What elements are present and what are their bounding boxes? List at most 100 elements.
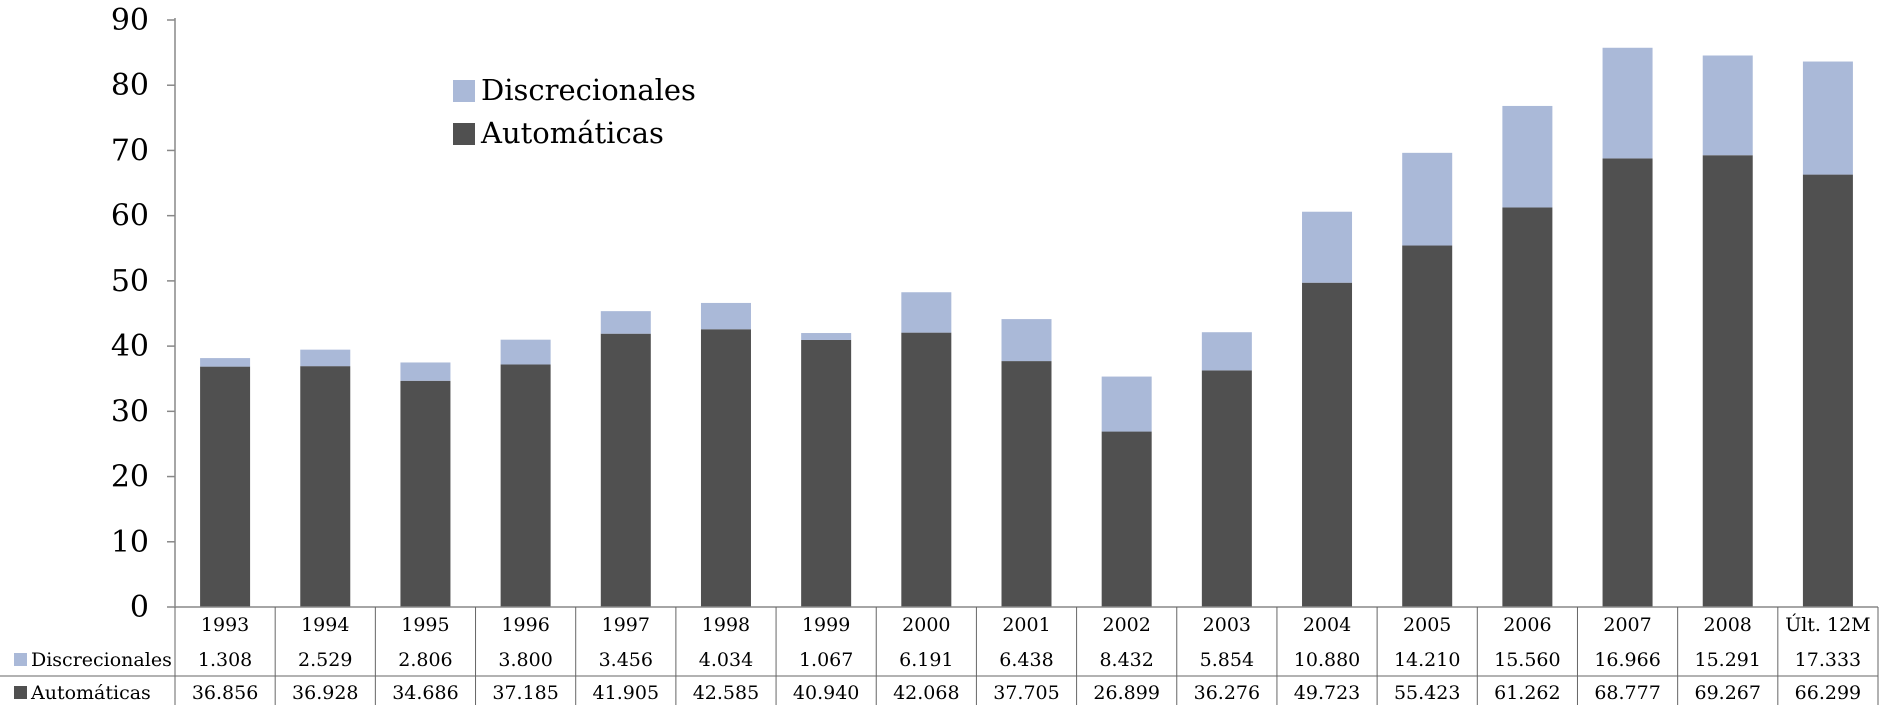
legend-label: Discrecionales <box>481 73 696 107</box>
x-tick-label: 2005 <box>1403 614 1451 636</box>
bar-discrecionales <box>400 362 451 381</box>
bar-automaticas <box>1802 174 1853 607</box>
y-tick-label: 40 <box>111 329 149 364</box>
bar-automaticas <box>400 380 451 607</box>
bar-discrecionales <box>1502 105 1553 208</box>
cell-automaticas: 41.905 <box>593 682 659 704</box>
cell-discrecionales: 8.432 <box>1099 649 1153 671</box>
bar-discrecionales <box>1802 61 1853 175</box>
cell-automaticas: 34.686 <box>392 682 458 704</box>
cell-automaticas: 40.940 <box>793 682 859 704</box>
cell-automaticas: 68.777 <box>1594 682 1660 704</box>
bar-discrecionales <box>300 349 351 367</box>
bar-discrecionales <box>1302 211 1353 283</box>
legend-label: Automáticas <box>480 116 664 150</box>
x-tick-label: 1993 <box>201 614 249 636</box>
bar-automaticas <box>500 364 551 607</box>
cell-discrecionales: 4.034 <box>699 649 753 671</box>
bar-automaticas <box>1101 431 1152 607</box>
bar-automaticas <box>1001 361 1052 607</box>
cell-automaticas: 55.423 <box>1394 682 1460 704</box>
cell-automaticas: 49.723 <box>1294 682 1360 704</box>
bar-discrecionales <box>700 302 751 330</box>
cell-discrecionales: 16.966 <box>1594 649 1660 671</box>
x-tick-label: 1998 <box>702 614 750 636</box>
x-tick-label: 1994 <box>301 614 349 636</box>
bar-discrecionales <box>600 311 651 334</box>
y-tick-label: 70 <box>111 133 149 168</box>
bar-automaticas <box>1302 282 1353 607</box>
x-tick-label: 1999 <box>802 614 850 636</box>
x-tick-label: 2008 <box>1704 614 1752 636</box>
bar-automaticas <box>801 339 852 607</box>
x-tick-label: 2003 <box>1203 614 1251 636</box>
cell-automaticas: 66.299 <box>1795 682 1861 704</box>
row-label-automaticas: Automáticas <box>30 682 151 704</box>
x-tick-label: 2002 <box>1102 614 1150 636</box>
row-swatch-discrecionales <box>14 653 27 666</box>
bar-automaticas <box>300 366 351 607</box>
cell-automaticas: 42.068 <box>893 682 959 704</box>
cell-automaticas: 37.705 <box>993 682 1059 704</box>
cell-discrecionales: 3.800 <box>498 649 552 671</box>
bar-automaticas <box>1201 370 1252 607</box>
y-tick-label: 20 <box>111 460 149 495</box>
cell-discrecionales: 6.191 <box>899 649 953 671</box>
bar-discrecionales <box>500 339 551 365</box>
cell-automaticas: 26.899 <box>1093 682 1159 704</box>
x-tick-label: 2004 <box>1303 614 1351 636</box>
cell-discrecionales: 17.333 <box>1795 649 1861 671</box>
bar-automaticas <box>200 366 251 607</box>
legend: Discrecionales Automáticas <box>453 73 696 150</box>
cell-discrecionales: 15.560 <box>1494 649 1560 671</box>
cell-discrecionales: 1.067 <box>799 649 853 671</box>
cell-automaticas: 36.276 <box>1194 682 1260 704</box>
bar-automaticas <box>1402 245 1453 608</box>
row-label-discrecionales: Discrecionales <box>31 649 172 671</box>
cell-discrecionales: 15.291 <box>1694 649 1760 671</box>
y-tick-label: 0 <box>130 590 149 625</box>
bar-automaticas <box>700 329 751 607</box>
cell-discrecionales: 2.529 <box>298 649 352 671</box>
x-tick-label: Últ. 12M <box>1785 613 1870 636</box>
bar-discrecionales <box>1702 55 1753 156</box>
cell-discrecionales: 6.438 <box>999 649 1053 671</box>
cell-automaticas: 36.928 <box>292 682 358 704</box>
legend-swatch <box>453 123 475 145</box>
x-tick-label: 1995 <box>401 614 449 636</box>
x-tick-label: 2006 <box>1503 614 1551 636</box>
x-tick-label: 1996 <box>501 614 549 636</box>
x-tick-label: 2000 <box>902 614 950 636</box>
bar-discrecionales <box>1402 152 1453 246</box>
y-tick-label: 10 <box>111 525 149 560</box>
bar-discrecionales <box>901 292 952 333</box>
cell-discrecionales: 3.456 <box>599 649 653 671</box>
legend-swatch <box>453 80 475 102</box>
bar-automaticas <box>901 332 952 607</box>
bar-automaticas <box>1502 207 1553 608</box>
y-tick-label: 90 <box>111 3 149 38</box>
bar-discrecionales <box>200 358 251 367</box>
x-tick-label: 2007 <box>1603 614 1651 636</box>
y-tick-label: 50 <box>111 264 149 299</box>
bar-automaticas <box>600 333 651 607</box>
cell-automaticas: 42.585 <box>693 682 759 704</box>
cell-automaticas: 69.267 <box>1694 682 1760 704</box>
data-table: 1993 1.308 36.856 1994 2.529 36.928 1995 2.806 3… <box>0 607 1879 705</box>
bar-discrecionales <box>1101 376 1152 432</box>
bar-discrecionales <box>1602 47 1653 159</box>
cell-discrecionales: 5.854 <box>1200 649 1254 671</box>
cell-discrecionales: 2.806 <box>398 649 452 671</box>
x-tick-label: 1997 <box>602 614 650 636</box>
cell-discrecionales: 1.308 <box>198 649 252 671</box>
cell-discrecionales: 14.210 <box>1394 649 1460 671</box>
y-tick-label: 80 <box>111 68 149 103</box>
bar-discrecionales <box>1201 332 1252 371</box>
y-tick-label: 60 <box>111 199 149 234</box>
y-tick-label: 30 <box>111 394 149 429</box>
bar-automaticas <box>1702 155 1753 608</box>
cell-discrecionales: 10.880 <box>1294 649 1360 671</box>
bar-automaticas <box>1602 158 1653 607</box>
bar-discrecionales <box>1001 319 1052 362</box>
